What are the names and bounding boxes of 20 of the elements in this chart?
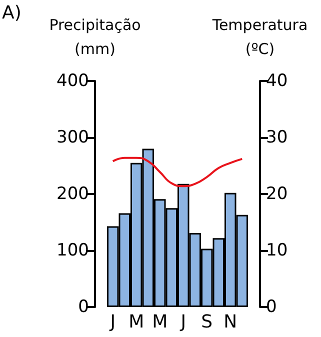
- y-axis-title: Precipitação (mm): [49, 16, 141, 58]
- y2-tick-label: 40: [266, 71, 288, 91]
- x-tick-label: S: [201, 312, 213, 332]
- x-tick-label: J: [180, 312, 186, 332]
- x-tick-label: M: [152, 312, 168, 332]
- line-series: [112, 156, 244, 188]
- y-tick-label: 0: [78, 297, 89, 317]
- y2-tick-label: 0: [266, 297, 277, 317]
- y-tick-label: 200: [56, 184, 89, 204]
- y2-tick-label: 10: [266, 240, 288, 260]
- x-tick-label: N: [224, 312, 238, 332]
- y-tick-label: 300: [56, 128, 89, 148]
- x-tick-label: M: [128, 312, 144, 332]
- y-tick-label: 100: [56, 240, 89, 260]
- text: A): [2, 2, 22, 24]
- y-tick-label: 400: [56, 71, 89, 91]
- y2-axis-title: Temperatura (ºC): [211, 16, 308, 58]
- x-tick-label: J: [109, 312, 116, 332]
- y2-tick-label: 30: [266, 128, 288, 148]
- y2-tick-label: 20: [266, 184, 288, 204]
